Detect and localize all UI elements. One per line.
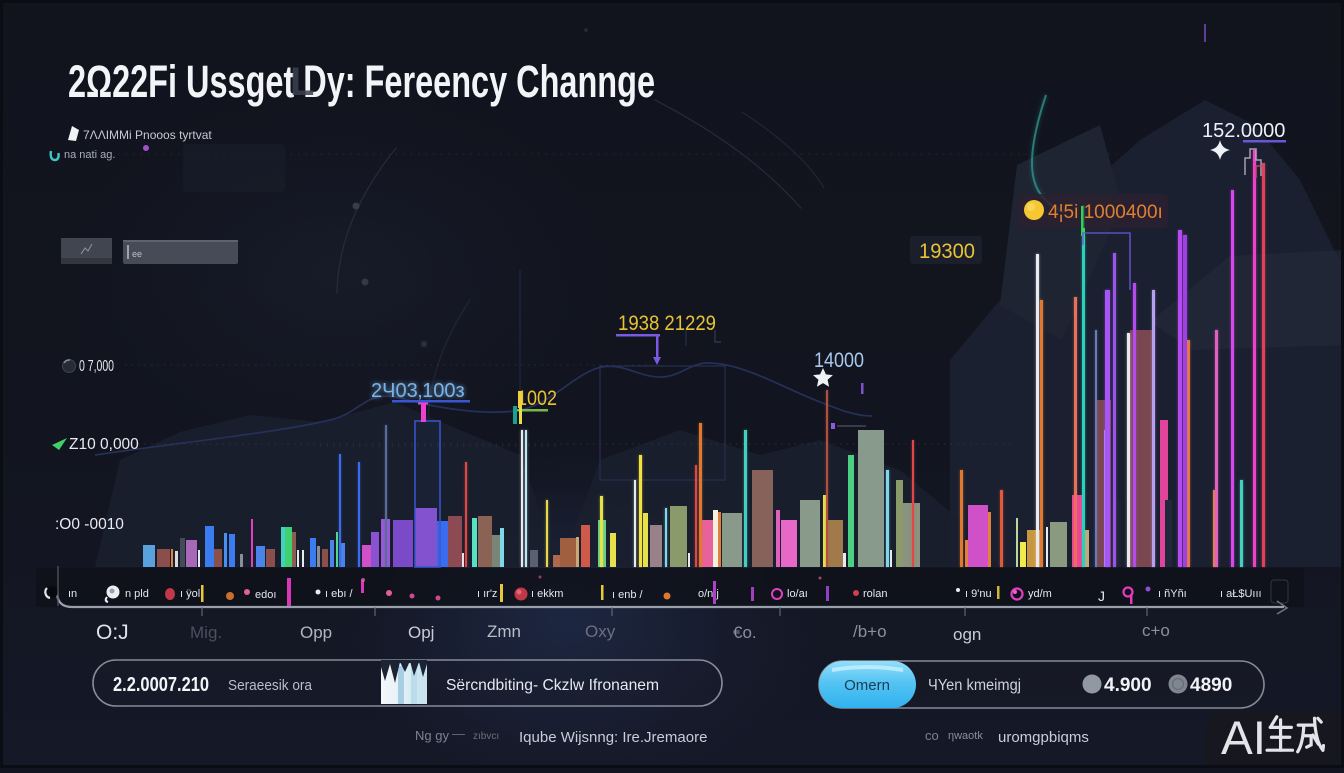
svg-text:2Ω22Fi Ussget Dy: Fereency Cha: 2Ω22Fi Ussget Dy: Fereency Channge	[68, 56, 655, 107]
svg-text:O:Ј: O:Ј	[96, 621, 129, 644]
svg-text:4.900: 4.900	[1104, 675, 1152, 696]
svg-text:7ΛΛIMMi Pnooos tyrtvat: 7ΛΛIMMi Pnooos tyrtvat	[83, 128, 212, 142]
svg-text:19300: 19300	[919, 240, 975, 263]
svg-text:2Ч03‚100з: 2Ч03‚100з	[371, 380, 465, 402]
svg-text:yd/m: yd/m	[1028, 588, 1052, 600]
svg-text:lo/aı: lo/aı	[787, 588, 808, 600]
svg-text:ı ebı /: ı ebı /	[325, 588, 353, 600]
svg-text:zıbvcı: zıbvcı	[473, 731, 499, 742]
svg-text:2.2.0007.210: 2.2.0007.210	[113, 674, 209, 696]
svg-text:Mig.: Mig.	[190, 623, 222, 642]
svg-text:L: L	[290, 60, 314, 104]
svg-text:Iqube Wijsnng: Ire.Jremaore: Iqube Wijsnng: Ire.Jremaore	[519, 729, 707, 746]
svg-text:Oxy: Oxy	[585, 622, 616, 641]
svg-text:edoı: edoı	[255, 589, 276, 601]
svg-text:—: —	[452, 726, 465, 741]
svg-text:ı 9'nu: ı 9'nu	[965, 588, 992, 600]
svg-text:Omern: Omern	[844, 677, 890, 694]
svg-text::O0 -0010: :O0 -0010	[55, 516, 124, 533]
svg-text:2Ч03‚100з: 2Ч03‚100з	[371, 380, 465, 402]
svg-text:€o.: €o.	[733, 623, 757, 642]
svg-text:Ј: Ј	[1098, 588, 1105, 604]
svg-text:AI: AI	[1221, 711, 1266, 764]
svg-text:Seraeesik ora: Seraeesik ora	[228, 677, 313, 694]
svg-text:ın: ın	[68, 588, 77, 600]
svg-text:co: co	[925, 728, 939, 743]
svg-text:ηwaotk: ηwaotk	[948, 730, 983, 742]
svg-text:ЧYen kmeimgj: ЧYen kmeimgj	[928, 677, 1021, 694]
svg-text:na nati ag.: na nati ag.	[64, 149, 115, 161]
svg-text:Sёrcndbiting- Ckzlw Ifronanem: Sёrcndbiting- Ckzlw Ifronanem	[446, 677, 659, 694]
svg-text:4¦5i 1000400ı: 4¦5i 1000400ı	[1048, 202, 1163, 223]
svg-text:/b+o: /b+o	[853, 622, 887, 641]
svg-text:152.0000: 152.0000	[1202, 120, 1285, 142]
svg-text:uromgpbiqms: uromgpbiqms	[998, 729, 1089, 746]
svg-text:Opj: Opj	[408, 623, 434, 642]
svg-text:Zmn: Zmn	[487, 622, 521, 641]
svg-text:c+o: c+o	[1142, 621, 1170, 640]
svg-text:ı ekkm: ı ekkm	[531, 588, 563, 600]
svg-text:0 7,000: 0 7,000	[79, 358, 114, 375]
svg-text:ee: ee	[132, 249, 142, 259]
svg-text:1002: 1002	[517, 387, 557, 410]
svg-text:n pld: n pld	[125, 588, 149, 600]
svg-text:14000: 14000	[814, 349, 864, 372]
svg-text:1938 21229: 1938 21229	[618, 312, 716, 335]
svg-text:ı ır'z: ı ır'z	[477, 588, 497, 600]
svg-text:ı ÿol: ı ÿol	[180, 588, 200, 600]
svg-text:ı enb /: ı enb /	[612, 589, 644, 601]
svg-text:ı aŁ$Uııı: ı aŁ$Uııı	[1220, 588, 1262, 600]
svg-text:4890: 4890	[1190, 675, 1232, 696]
svg-text:ı ñYñı: ı ñYñı	[1158, 588, 1187, 600]
svg-text:Ng gy: Ng gy	[415, 728, 449, 743]
svg-text:Opp: Opp	[300, 623, 332, 642]
svg-text:ogn: ogn	[953, 625, 981, 644]
svg-text:Z10 0,000: Z10 0,000	[69, 436, 139, 453]
svg-text:rolan: rolan	[863, 588, 887, 600]
